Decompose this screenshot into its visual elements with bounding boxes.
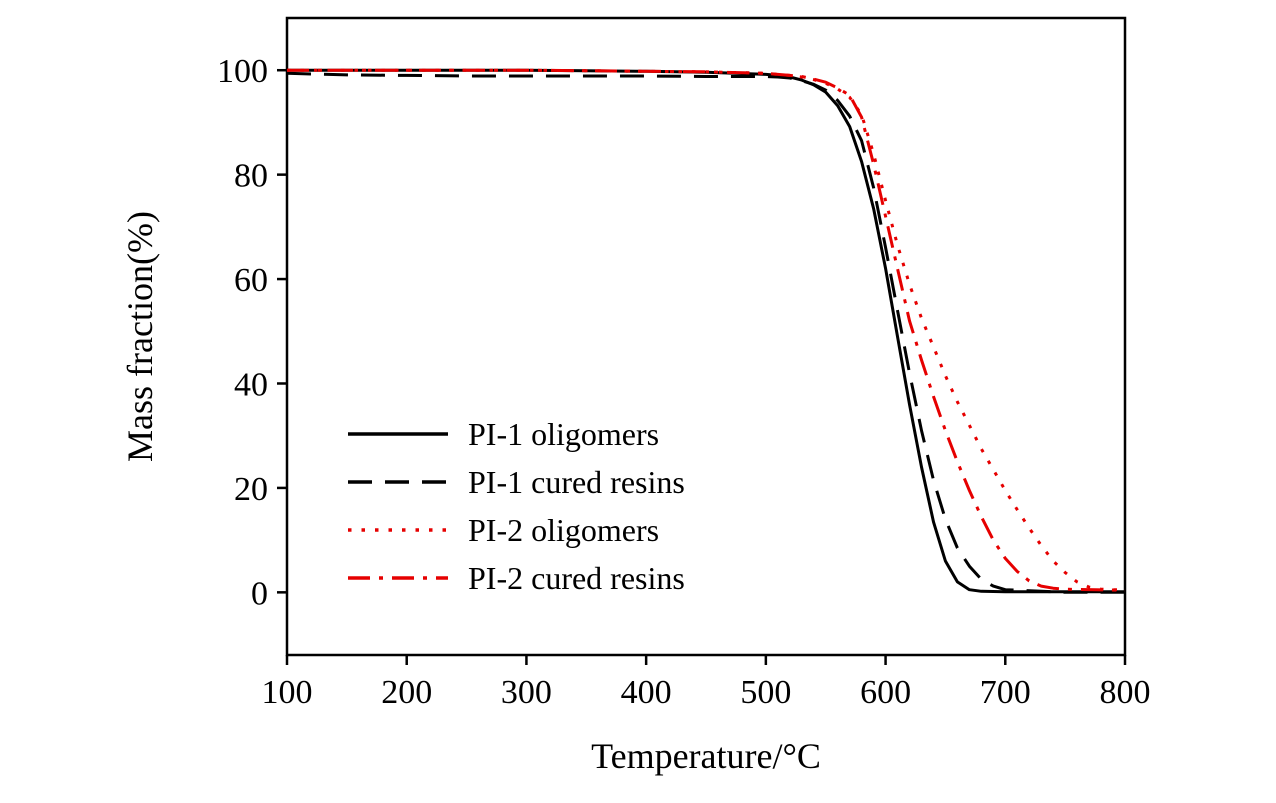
x-tick-label: 500 (740, 674, 791, 711)
plot-border (285, 16, 1127, 657)
y-tick-label: 0 (251, 575, 268, 612)
legend-line-sample-solid (348, 432, 448, 436)
x-tick-label: 800 (1100, 674, 1151, 711)
x-tick-label: 300 (501, 674, 552, 711)
legend-item-pi1-cured-resins: PI-1 cured resins (348, 458, 685, 506)
x-tick-label: 400 (621, 674, 672, 711)
x-tick-label: 600 (860, 674, 911, 711)
series-line-pi-1-oligomers (287, 68, 1125, 594)
y-tick-label: 20 (234, 471, 268, 508)
legend-label: PI-1 oligomers (468, 416, 660, 452)
y-tick-label: 100 (217, 53, 268, 90)
x-tick-label: 100 (262, 674, 313, 711)
y-tick-label: 80 (234, 158, 268, 195)
legend-label: PI-1 cured resins (468, 464, 685, 500)
legend-label: PI-2 oligomers (468, 512, 660, 548)
x-tick-label: 700 (980, 674, 1031, 711)
legend-item-pi1-oligomers: PI-1 oligomers (348, 410, 685, 458)
legend-line-sample-dotted (348, 528, 448, 532)
y-tick-label: 40 (234, 366, 268, 403)
series-line-pi-2-oligomers (287, 68, 1125, 592)
chart-legend: PI-1 oligomers PI-1 cured resins PI-2 ol… (348, 410, 685, 602)
legend-label: PI-2 cured resins (468, 560, 685, 596)
legend-line-sample-dashed (348, 480, 448, 484)
legend-item-pi2-oligomers: PI-2 oligomers (348, 506, 685, 554)
x-axis-label: Temperature/°C (591, 736, 821, 776)
x-tick-label: 200 (381, 674, 432, 711)
legend-line-sample-dashdot (348, 576, 448, 580)
series-line-pi-1-cured-resins (286, 71, 1125, 594)
legend-item-pi2-cured-resins: PI-2 cured resins (348, 554, 685, 602)
series-line-pi-2-cured-resins (287, 68, 1126, 592)
y-tick-label: 60 (234, 262, 268, 299)
y-axis-label: Mass fraction(%) (120, 211, 160, 462)
